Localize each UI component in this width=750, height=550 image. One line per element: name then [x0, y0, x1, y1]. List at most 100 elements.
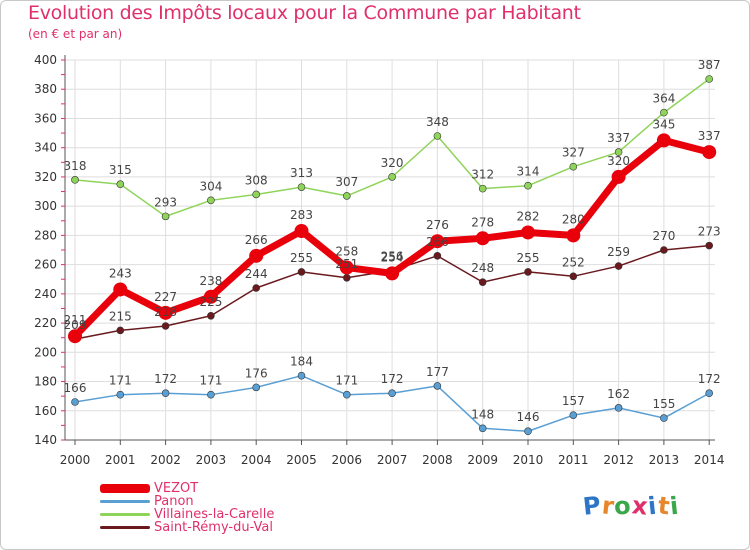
y-tick-label: 140: [34, 433, 57, 447]
data-label: 293: [154, 195, 177, 209]
data-point: [297, 371, 306, 380]
data-label: 312: [471, 168, 494, 182]
data-point: [252, 284, 261, 292]
data-label: 278: [471, 215, 494, 229]
data-point: [524, 268, 532, 276]
series-panon: [71, 371, 714, 436]
legend-label: Panon: [154, 494, 194, 509]
legend-item: Panon: [100, 495, 274, 508]
y-tick-label: 340: [34, 141, 57, 155]
data-point: [569, 411, 578, 419]
y-tick-label: 260: [34, 258, 57, 272]
y-tick-label: 380: [34, 82, 57, 96]
data-point: [297, 183, 306, 191]
data-label: 157: [562, 394, 585, 408]
data-point: [342, 273, 351, 282]
data-label: 184: [290, 355, 313, 369]
x-tick-label: 2000: [60, 453, 91, 467]
data-point: [660, 246, 668, 254]
data-point: [113, 282, 128, 297]
data-point: [569, 272, 578, 281]
data-label: 320: [607, 154, 630, 168]
data-label: 171: [199, 374, 222, 388]
x-tick-label: 2008: [422, 453, 453, 467]
data-point: [252, 383, 261, 392]
data-point: [478, 184, 487, 193]
x-tick-label: 2014: [694, 453, 725, 467]
data-point: [433, 132, 442, 140]
data-label: 266: [245, 233, 268, 247]
chart-title: Evolution des Impôts locaux pour la Comm…: [28, 2, 581, 24]
data-label: 259: [607, 245, 630, 259]
data-label: 337: [698, 129, 721, 143]
data-point: [71, 176, 79, 184]
data-label: 252: [562, 255, 585, 269]
data-point: [339, 260, 354, 275]
y-tick-label: 360: [34, 111, 57, 125]
logo-letter: i: [668, 491, 681, 521]
data-point: [660, 108, 668, 117]
data-point: [161, 389, 170, 398]
y-tick-label: 320: [34, 170, 57, 184]
data-label: 171: [109, 374, 132, 388]
series-vezot: [68, 133, 717, 344]
data-point: [656, 133, 671, 148]
data-label: 254: [381, 250, 404, 264]
proxiti-logo: Proxiti: [582, 491, 681, 521]
data-label: 172: [381, 372, 404, 386]
data-label: 176: [245, 366, 268, 380]
data-label: 256: [381, 249, 404, 263]
data-point: [433, 252, 442, 260]
data-label: 171: [335, 374, 358, 388]
data-label: 155: [652, 397, 675, 411]
data-label: 211: [64, 313, 87, 327]
legend-item: Saint-Rémy-du-Val: [100, 521, 274, 534]
grid-layer: [65, 59, 715, 441]
data-label: 348: [426, 115, 449, 129]
data-label: 177: [426, 365, 449, 379]
data-point: [249, 248, 264, 263]
x-tick-label: 2009: [467, 453, 498, 467]
data-label: 258: [335, 245, 358, 259]
data-point: [203, 289, 218, 304]
data-label: 304: [199, 179, 222, 193]
data-label: 318: [64, 159, 87, 173]
data-label: 166: [64, 381, 87, 395]
legend-swatch: [100, 526, 150, 529]
x-tick-label: 2005: [286, 453, 317, 467]
data-point: [478, 278, 487, 286]
data-label: 172: [698, 372, 721, 386]
data-point: [524, 427, 532, 436]
data-label: 218: [154, 305, 177, 319]
data-label: 244: [245, 267, 268, 281]
legend-item: VEZOT: [100, 482, 274, 495]
legend-swatch: [100, 513, 150, 516]
data-point: [207, 311, 215, 320]
legend-label: Villaines-la-Carelle: [154, 507, 275, 522]
legend-swatch: [100, 484, 150, 493]
data-label: 215: [109, 309, 132, 323]
y-tick-label: 240: [34, 287, 57, 301]
data-label: 148: [471, 407, 494, 421]
data-label: 227: [154, 290, 177, 304]
x-tick-label: 2012: [603, 453, 634, 467]
data-point: [342, 390, 351, 399]
data-point: [614, 148, 623, 156]
data-label: 313: [290, 166, 313, 180]
x-tick-label: 2002: [150, 453, 181, 467]
data-point: [702, 145, 717, 160]
data-point: [660, 414, 668, 422]
data-label: 238: [199, 274, 222, 288]
data-point: [116, 326, 125, 335]
data-label: 270: [652, 229, 675, 243]
data-label: 364: [652, 92, 675, 106]
data-label: 273: [698, 225, 721, 239]
x-tick-label: 2007: [377, 453, 408, 467]
y-tick-label: 200: [34, 345, 57, 359]
data-point: [705, 389, 714, 398]
y-tick-label: 280: [34, 228, 57, 242]
data-point: [68, 329, 82, 344]
chart-legend: VEZOT Panon Villaines-la-Carelle Saint-Rémy…: [100, 482, 274, 534]
data-label: 255: [517, 251, 540, 265]
